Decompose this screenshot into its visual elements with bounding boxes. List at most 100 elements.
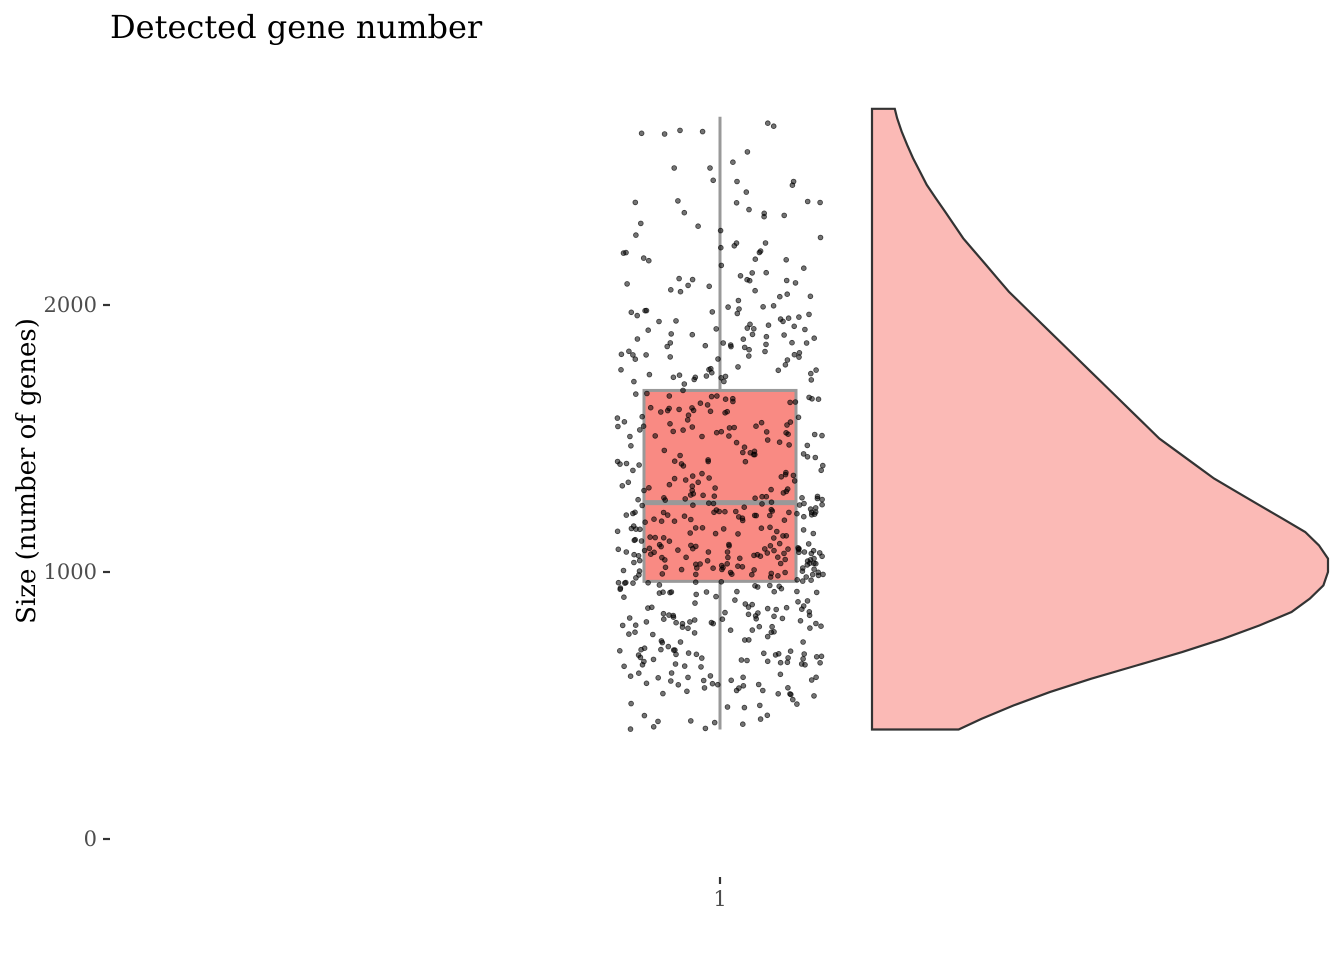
data-point bbox=[623, 512, 630, 518]
data-point bbox=[811, 693, 817, 699]
data-point bbox=[734, 178, 740, 185]
data-point bbox=[695, 479, 701, 486]
data-point bbox=[819, 501, 825, 508]
data-point bbox=[792, 280, 799, 286]
data-point bbox=[819, 462, 826, 469]
data-point bbox=[646, 371, 653, 378]
data-point bbox=[659, 639, 666, 646]
data-point bbox=[748, 571, 755, 578]
data-point bbox=[813, 589, 820, 596]
data-point bbox=[620, 250, 627, 256]
data-point bbox=[811, 335, 817, 342]
data-point bbox=[790, 472, 797, 479]
data-point bbox=[672, 647, 678, 653]
data-point bbox=[801, 651, 807, 657]
data-point bbox=[708, 393, 715, 400]
data-point bbox=[647, 534, 653, 540]
data-point bbox=[720, 526, 727, 532]
data-point bbox=[641, 712, 648, 719]
data-point bbox=[692, 374, 699, 381]
data-point bbox=[763, 333, 770, 340]
data-point bbox=[752, 256, 759, 263]
data-point bbox=[769, 508, 776, 514]
data-point bbox=[815, 396, 822, 403]
data-point bbox=[795, 544, 801, 551]
data-point bbox=[739, 449, 746, 456]
data-point bbox=[785, 655, 791, 661]
data-point bbox=[724, 704, 731, 710]
data-point bbox=[733, 200, 740, 206]
data-point bbox=[792, 399, 799, 405]
data-point bbox=[786, 509, 792, 516]
data-point bbox=[776, 540, 783, 547]
data-point bbox=[813, 620, 819, 627]
data-point bbox=[755, 610, 761, 616]
data-point bbox=[704, 402, 711, 408]
data-point bbox=[660, 690, 666, 697]
data-point bbox=[724, 560, 730, 567]
data-point bbox=[699, 128, 706, 135]
data-point bbox=[712, 485, 718, 491]
data-point bbox=[773, 606, 779, 613]
data-point bbox=[714, 681, 721, 688]
data-point bbox=[763, 269, 769, 276]
data-point bbox=[680, 387, 686, 394]
data-point bbox=[781, 517, 788, 523]
data-point bbox=[670, 612, 676, 619]
data-point bbox=[765, 322, 772, 329]
data-point bbox=[722, 396, 729, 403]
data-point bbox=[717, 227, 724, 234]
data-point bbox=[692, 525, 699, 531]
data-point bbox=[734, 310, 741, 317]
data-point bbox=[655, 718, 661, 725]
data-point bbox=[811, 560, 817, 567]
data-point bbox=[682, 496, 688, 502]
data-point bbox=[740, 336, 747, 343]
data-point bbox=[729, 395, 736, 402]
data-point bbox=[757, 716, 764, 722]
data-point bbox=[808, 577, 814, 583]
data-point bbox=[735, 364, 741, 370]
data-point bbox=[666, 393, 673, 399]
data-point bbox=[636, 462, 642, 468]
data-point bbox=[798, 606, 805, 612]
data-point bbox=[656, 582, 663, 588]
data-point bbox=[725, 304, 731, 310]
data-point bbox=[666, 405, 672, 412]
data-point bbox=[783, 532, 790, 539]
data-point bbox=[817, 659, 823, 666]
data-point bbox=[746, 346, 752, 353]
data-point bbox=[783, 256, 789, 263]
data-point bbox=[621, 418, 628, 425]
data-point bbox=[747, 321, 753, 328]
data-point bbox=[794, 588, 800, 595]
data-point bbox=[704, 557, 711, 564]
data-point bbox=[632, 629, 638, 635]
data-point bbox=[759, 493, 765, 500]
data-point bbox=[749, 627, 756, 633]
data-point bbox=[737, 272, 744, 279]
data-point bbox=[775, 650, 782, 657]
data-point bbox=[767, 574, 774, 580]
data-point bbox=[627, 726, 634, 732]
data-point bbox=[761, 546, 768, 552]
data-point bbox=[798, 661, 805, 667]
data-point bbox=[666, 538, 673, 544]
data-point bbox=[658, 518, 665, 524]
data-point bbox=[713, 507, 720, 513]
data-point bbox=[784, 291, 790, 298]
data-point bbox=[735, 531, 741, 537]
data-point bbox=[627, 433, 633, 440]
data-point bbox=[617, 461, 623, 467]
data-point bbox=[641, 487, 647, 494]
data-point bbox=[641, 547, 648, 554]
data-point bbox=[715, 356, 721, 362]
data-point bbox=[767, 542, 774, 549]
data-point bbox=[795, 598, 801, 605]
data-point bbox=[626, 348, 632, 355]
data-point bbox=[769, 623, 775, 630]
data-point bbox=[763, 429, 770, 435]
data-point bbox=[731, 424, 737, 431]
y-tick-label: 0 bbox=[84, 827, 97, 851]
data-point bbox=[713, 593, 719, 600]
